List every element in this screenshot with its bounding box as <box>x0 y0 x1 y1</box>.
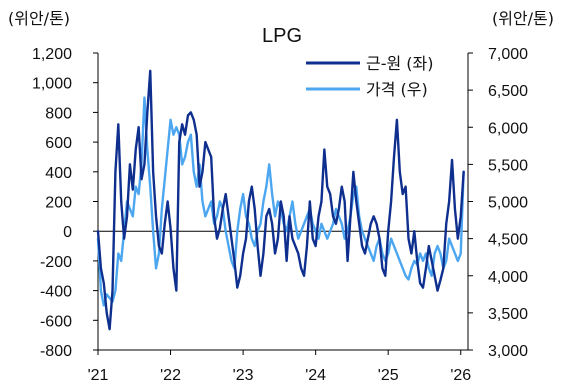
right-axis-unit: (위안/톤) <box>492 9 554 28</box>
right-tick-label: 7,000 <box>488 46 528 63</box>
right-tick-labels: 7,000 6,500 6,000 5,500 5,000 4,500 4,000 3,500… <box>468 46 528 360</box>
left-tick-label: -200 <box>40 254 72 271</box>
left-tick-label: 0 <box>63 224 72 241</box>
series-lines <box>96 69 465 331</box>
x-tick-label: '21 <box>88 367 109 384</box>
left-tick-label: 200 <box>45 195 72 212</box>
right-tick-label: 4,500 <box>488 232 528 249</box>
left-tick-label: 600 <box>45 135 72 152</box>
x-tick-labels: '21 '22 '23 '24 '25 '26 <box>88 350 471 384</box>
left-tick-labels: 1,200 1,000 800 600 400 200 0 -200 -400 -600 -800 <box>32 46 98 360</box>
right-tick-label: 6,500 <box>488 83 528 100</box>
right-tick-label: 3,500 <box>488 306 528 323</box>
left-tick-label: 400 <box>45 165 72 182</box>
right-tick-label: 5,500 <box>488 157 528 174</box>
x-tick-label: '24 <box>305 367 326 384</box>
left-tick-label: -800 <box>40 343 72 360</box>
x-tick-label: '23 <box>233 367 254 384</box>
left-tick-label: 800 <box>45 105 72 122</box>
series-line-spread <box>96 69 465 331</box>
left-tick-label: -400 <box>40 284 72 301</box>
left-tick-label: 1,000 <box>32 76 72 93</box>
x-tick-label: '22 <box>160 367 181 384</box>
left-tick-label: -600 <box>40 313 72 330</box>
x-tick-label: '25 <box>378 367 399 384</box>
right-tick-label: 3,000 <box>488 343 528 360</box>
right-tick-label: 4,000 <box>488 269 528 286</box>
chart-title: LPG <box>262 25 302 47</box>
legend-label-spread: 근-원 (좌) <box>366 54 434 73</box>
right-tick-label: 5,000 <box>488 195 528 212</box>
legend-background <box>300 48 464 102</box>
left-axis-unit: (위안/톤) <box>8 9 70 28</box>
right-tick-label: 6,000 <box>488 120 528 137</box>
legend-label-price: 가격 (우) <box>366 80 428 99</box>
left-tick-label: 1,200 <box>32 46 72 63</box>
x-tick-label: '26 <box>450 367 471 384</box>
